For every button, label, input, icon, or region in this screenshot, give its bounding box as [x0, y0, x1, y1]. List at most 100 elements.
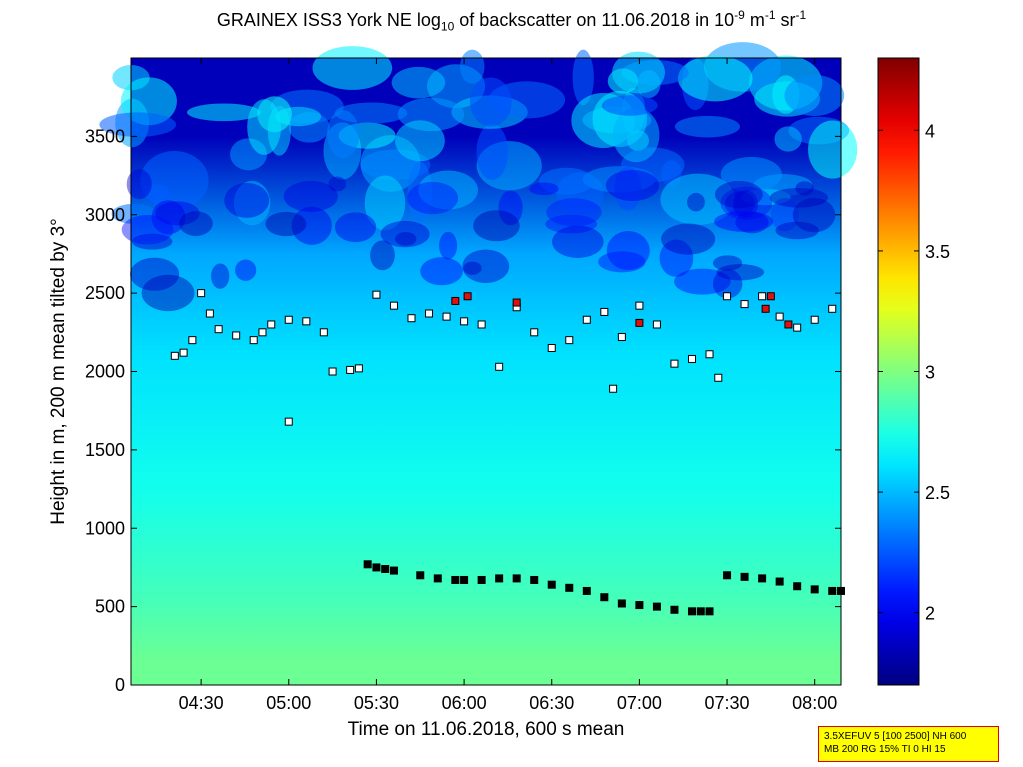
cloud-base-point: [600, 307, 609, 316]
backscatter-cell: [111, 203, 157, 224]
cloud-base-point: [258, 328, 267, 337]
cloud-base-point: [302, 317, 311, 326]
high-value-point: [635, 318, 644, 327]
high-value-point: [512, 298, 521, 307]
backscatter-cell: [606, 231, 650, 271]
backscatter-cell: [716, 264, 765, 281]
boundary-layer-point: [775, 577, 784, 586]
boundary-layer-point: [740, 572, 749, 581]
cloud-base-point: [328, 367, 337, 376]
boundary-layer-point: [363, 560, 372, 569]
colorbar-tick-label: 2: [925, 604, 935, 624]
backscatter-cell: [235, 259, 257, 281]
cloud-base-point: [617, 333, 626, 342]
backscatter-cell: [283, 180, 338, 212]
backscatter-cell: [775, 221, 819, 240]
cloud-base-point: [197, 289, 206, 298]
backscatter-cell: [187, 103, 261, 122]
boundary-layer-point: [389, 566, 398, 575]
colorbar-tick-label: 2.5: [925, 483, 950, 503]
cloud-base-point: [179, 348, 188, 357]
y-tick-label: 2500: [85, 283, 125, 303]
cloud-base-point: [723, 292, 732, 301]
cloud-base-point: [582, 315, 591, 324]
cloud-base-point: [188, 336, 197, 345]
y-tick-label: 3500: [85, 126, 125, 146]
boundary-layer-point: [582, 586, 591, 595]
backscatter-cell: [265, 211, 307, 237]
x-tick-label: 07:00: [617, 693, 662, 713]
boundary-layer-point: [696, 607, 705, 616]
backscatter-cell: [660, 173, 736, 225]
backscatter-cell: [211, 263, 230, 289]
cloud-base-point: [319, 328, 328, 337]
backscatter-cell: [291, 206, 332, 245]
info-line-2: MB 200 RG 15% TI 0 HI 15: [824, 744, 946, 755]
cloud-base-point: [793, 323, 802, 332]
boundary-layer-point: [635, 601, 644, 610]
y-tick-label: 3000: [85, 205, 125, 225]
backscatter-cell: [735, 211, 769, 234]
cloud-base-point: [609, 384, 618, 393]
high-value-point: [766, 292, 775, 301]
backscatter-cell: [126, 169, 152, 200]
backscatter-cell: [714, 211, 774, 232]
backscatter-cell: [334, 102, 408, 124]
backscatter-cell: [129, 257, 180, 291]
cloud-base-point: [547, 343, 556, 352]
boundary-layer-point: [372, 563, 381, 572]
backscatter-cell: [140, 151, 209, 210]
boundary-layer-point: [705, 607, 714, 616]
backscatter-cell: [233, 180, 271, 226]
backscatter-cell: [459, 49, 485, 84]
cloud-base-point: [249, 336, 258, 345]
backscatter-cell: [155, 201, 200, 226]
x-tick-label: 06:00: [442, 693, 487, 713]
backscatter-cell: [572, 49, 594, 106]
cloud-base-point: [635, 301, 644, 310]
cloud-base-point: [232, 331, 241, 340]
cloud-base-point: [714, 373, 723, 382]
cloud-base-point: [530, 328, 539, 337]
backscatter-cell: [395, 120, 445, 162]
cloud-base-point: [407, 314, 416, 323]
backscatter-cell: [476, 123, 509, 180]
backscatter-cell: [498, 190, 523, 226]
backscatter-cell: [712, 269, 743, 299]
x-tick-label: 07:30: [705, 693, 750, 713]
boundary-layer-point: [451, 575, 460, 584]
backscatter-cell: [687, 192, 705, 212]
boundary-layer-point: [477, 575, 486, 584]
cloud-base-point: [267, 320, 276, 329]
backscatter-cell: [720, 186, 773, 220]
backscatter-cell: [674, 115, 740, 138]
cloud-base-point: [758, 292, 767, 301]
cloud-base-point: [346, 365, 355, 374]
cloud-base-point: [477, 320, 486, 329]
y-tick-label: 1500: [85, 440, 125, 460]
x-axis-label: Time on 11.06.2018, 600 s mean: [348, 719, 625, 740]
cloud-base-point: [284, 315, 293, 324]
backscatter-cell: [659, 239, 694, 277]
info-box: 3.5XEFUV 5 [100 2500] NH 600 MB 200 RG 1…: [818, 726, 999, 762]
backscatter-cell: [312, 46, 393, 90]
high-value-point: [761, 304, 770, 313]
backscatter-cell: [720, 156, 782, 193]
boundary-layer-point: [565, 583, 574, 592]
backscatter-cell: [774, 126, 802, 152]
y-tick-label: 1000: [85, 518, 125, 538]
backscatter-cell: [462, 249, 510, 284]
backscatter-cell: [732, 189, 759, 218]
boundary-layer-point: [687, 607, 696, 616]
backscatter-cell: [661, 223, 716, 255]
backscatter-cell: [418, 170, 479, 210]
y-tick-label: 500: [95, 597, 125, 617]
boundary-layer-point: [810, 585, 819, 594]
backscatter-cell: [141, 274, 195, 312]
cloud-base-point: [565, 336, 574, 345]
backscatter-cell: [769, 187, 828, 208]
boundary-layer-point: [416, 571, 425, 580]
boundary-layer-point: [495, 574, 504, 583]
info-line-1: 3.5XEFUV 5 [100 2500] NH 600: [824, 731, 967, 742]
high-value-point: [784, 320, 793, 329]
